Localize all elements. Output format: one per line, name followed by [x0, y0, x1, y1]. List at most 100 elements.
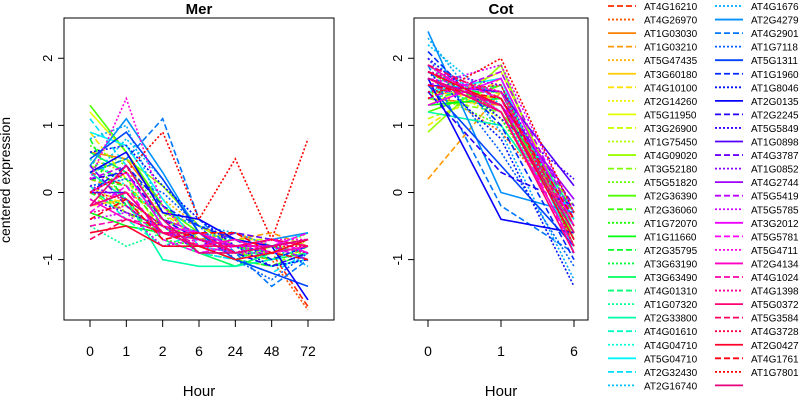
legend-label: AT4G10100 — [644, 83, 698, 94]
legend-label: AT4G09020 — [644, 151, 698, 162]
legend-label: AT5G51820 — [644, 178, 698, 189]
y-tick-label: -1 — [40, 254, 55, 266]
series-line — [427, 57, 575, 180]
legend-label: AT4G2744 — [751, 178, 799, 189]
legend-label: AT5G47435 — [644, 56, 698, 67]
legend-label: AT1G8046 — [751, 83, 799, 94]
legend-label: AT5G11950 — [644, 110, 697, 121]
legend-label: AT3G52180 — [644, 165, 698, 176]
legend-label: AT1G7801 — [751, 368, 799, 379]
legend-label: AT2G16740 — [644, 381, 698, 392]
legend-label: AT4G01610 — [644, 327, 698, 338]
legend-label: AT4G3728 — [751, 327, 799, 338]
x-tick-label: 0 — [86, 343, 94, 359]
legend-label: AT1G03030 — [644, 29, 698, 40]
legend-label: AT5G5781 — [751, 232, 799, 243]
legend-label: AT4G1676 — [751, 2, 799, 13]
series-line — [427, 70, 575, 227]
y-tick-label: 2 — [40, 55, 55, 62]
x-tick-label: 48 — [264, 343, 280, 359]
series-line — [427, 64, 575, 207]
legend: AT4G16210 AT4G26970 AT1G03030 AT1G03210 AT5G… — [608, 2, 799, 392]
legend-label: AT1G0852 — [751, 165, 799, 176]
series-line — [427, 84, 575, 220]
panel-title: Mer — [186, 1, 213, 18]
y-tick-label: 1 — [40, 122, 55, 129]
y-tick-label: 0 — [40, 189, 55, 196]
series-line — [427, 51, 575, 260]
series-group — [89, 96, 309, 311]
y-tick-label: 2 — [390, 55, 405, 62]
legend-label: AT3G26900 — [644, 124, 698, 135]
legend-label: AT1G7118 — [751, 43, 798, 54]
series-line — [427, 78, 575, 234]
legend-label: AT4G1024 — [751, 273, 799, 284]
x-axis-label: Hour — [183, 383, 216, 400]
series-line — [427, 37, 575, 281]
panel-title: Cot — [489, 1, 514, 18]
figure-y-axis-label: centered expression — [0, 117, 13, 243]
legend-label: AT4G1398 — [751, 287, 799, 298]
legend-label: AT2G32430 — [644, 368, 698, 379]
y-tick-label: -1 — [390, 254, 405, 266]
legend-label: AT1G0898 — [751, 138, 799, 149]
legend-label: AT1G11660 — [644, 232, 697, 243]
legend-label: AT5G5419 — [751, 192, 799, 203]
legend-label: AT3G60180 — [644, 70, 698, 81]
chart-panel-cot: Cot -1 0 1 2 0 1 6 Hour — [390, 1, 589, 400]
x-tick-label: 0 — [424, 343, 432, 359]
legend-label: AT2G4279 — [751, 16, 799, 27]
legend-label: AT5G4711 — [751, 246, 798, 257]
legend-label: AT3G2012 — [751, 219, 799, 230]
legend-label: AT4G04710 — [644, 341, 698, 352]
series-line — [89, 130, 309, 242]
legend-label: AT5G0372 — [751, 300, 799, 311]
legend-label: AT2G0135 — [751, 97, 799, 108]
series-line — [427, 71, 575, 287]
legend-label: AT2G4134 — [751, 259, 799, 270]
legend-label: AT2G2245 — [751, 110, 799, 121]
legend-label: AT2G35795 — [644, 246, 698, 257]
x-tick-label: 6 — [195, 343, 203, 359]
legend-label: AT2G0427 — [751, 341, 799, 352]
legend-label: AT4G26970 — [644, 16, 698, 27]
x-tick-label: 2 — [159, 343, 167, 359]
legend-label: AT2G33800 — [644, 314, 698, 325]
x-axis-label: Hour — [485, 383, 518, 400]
x-tick-label: 1 — [497, 343, 505, 359]
series-line — [427, 77, 575, 227]
legend-label: AT2G14260 — [644, 97, 698, 108]
legend-label: AT5G5849 — [751, 124, 799, 135]
chart-panel-mer: Mer -1 0 1 2 0 1 2 6 24 48 72 Hour — [40, 1, 335, 400]
legend-label: AT3G63190 — [644, 259, 698, 270]
series-line — [427, 70, 575, 220]
series-line — [89, 211, 309, 254]
series-line — [89, 164, 309, 254]
legend-label: AT4G16210 — [644, 2, 698, 13]
series-line — [89, 225, 309, 261]
series-line — [427, 57, 575, 213]
legend-label: AT1G75450 — [644, 138, 698, 149]
legend-label: AT5G3584 — [751, 314, 799, 325]
x-tick-label: 6 — [570, 343, 578, 359]
series-line — [427, 84, 575, 247]
legend-label: AT5G5785 — [751, 205, 799, 216]
legend-label: AT1G03210 — [644, 43, 698, 54]
legend-label: AT2G36060 — [644, 205, 698, 216]
legend-label: AT4G01310 — [644, 287, 698, 298]
legend-label: AT3G63490 — [644, 273, 698, 284]
x-tick-label: 72 — [300, 343, 316, 359]
y-tick-label: 1 — [390, 122, 405, 129]
legend-label: AT1G72070 — [644, 219, 698, 230]
legend-label: AT5G1311 — [751, 56, 798, 67]
series-line — [427, 57, 575, 234]
legend-label: AT1G1960 — [751, 70, 799, 81]
legend-label: AT4G3787 — [751, 151, 799, 162]
legend-label: AT5G04710 — [644, 354, 698, 365]
series-group — [427, 31, 575, 287]
x-tick-label: 24 — [228, 343, 244, 359]
series-line — [427, 77, 575, 234]
legend-label: AT4G2901 — [751, 29, 799, 40]
x-tick-label: 1 — [122, 343, 130, 359]
series-line — [427, 84, 575, 247]
